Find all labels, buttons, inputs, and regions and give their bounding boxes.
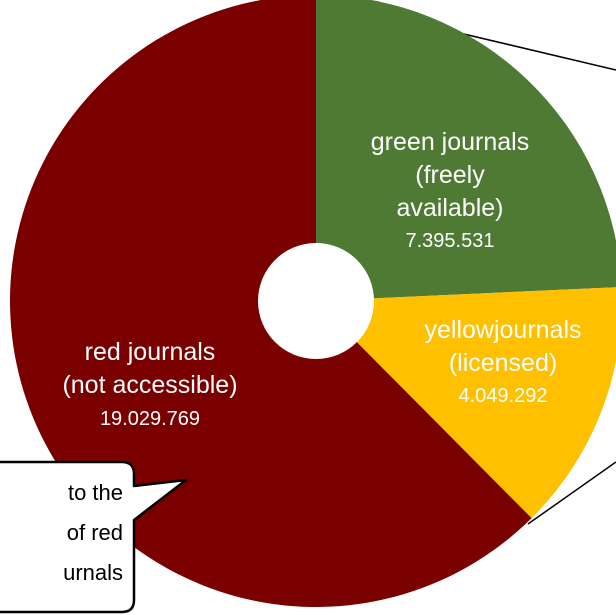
- label-red-line1: red journals: [85, 338, 216, 366]
- callout-line1: to the: [68, 480, 123, 505]
- callout-bubble: [0, 460, 188, 614]
- label-green-line1: green journals: [371, 128, 529, 156]
- label-yellow-line2: (licensed): [449, 349, 557, 377]
- callout-line2: of red: [67, 520, 123, 545]
- slice-yellow-journals: [316, 287, 616, 519]
- label-red-line2: (not accessible): [62, 371, 237, 399]
- label-green-line2: (freely: [415, 161, 485, 189]
- callout-line3: urnals: [63, 560, 123, 585]
- donut-hole: [258, 243, 374, 359]
- label-yellow-value: 4.049.292: [459, 385, 548, 407]
- slice-green-journals: [316, 0, 616, 301]
- label-green-line3: available): [396, 194, 503, 222]
- leader-line-bottom: [527, 461, 616, 525]
- label-green-value: 7.395.531: [406, 230, 495, 252]
- label-yellow-line1: yellowjournals: [424, 316, 581, 344]
- label-red-value: 19.029.769: [100, 408, 200, 430]
